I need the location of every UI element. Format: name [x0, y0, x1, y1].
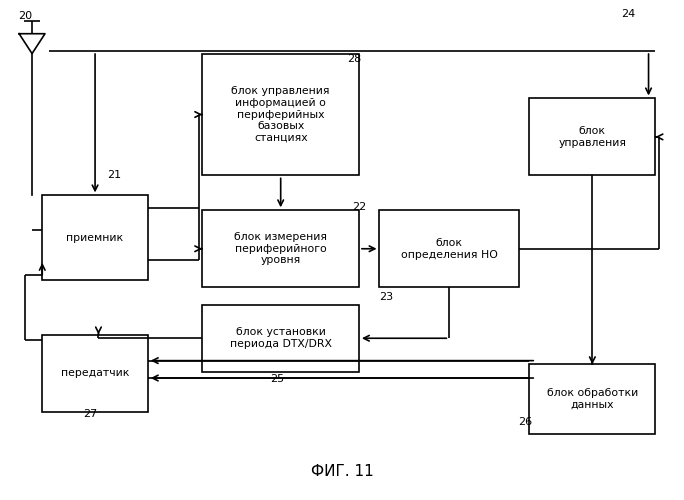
FancyBboxPatch shape: [202, 304, 359, 372]
FancyBboxPatch shape: [202, 54, 359, 176]
Text: 26: 26: [518, 416, 532, 426]
Text: 22: 22: [352, 202, 367, 211]
Text: 20: 20: [18, 11, 33, 21]
Text: 21: 21: [107, 170, 121, 180]
FancyBboxPatch shape: [42, 196, 148, 280]
Text: 23: 23: [380, 292, 393, 302]
FancyBboxPatch shape: [529, 364, 655, 434]
FancyBboxPatch shape: [529, 98, 655, 176]
Text: передатчик: передатчик: [61, 368, 129, 378]
Text: 28: 28: [347, 54, 362, 64]
Text: ФИГ. 11: ФИГ. 11: [311, 464, 373, 478]
Text: приемник: приемник: [66, 232, 124, 242]
Text: блок
управления: блок управления: [558, 126, 627, 148]
Text: 24: 24: [621, 9, 635, 19]
FancyBboxPatch shape: [202, 210, 359, 288]
Text: блок измерения
периферийного
уровня: блок измерения периферийного уровня: [234, 232, 327, 266]
FancyBboxPatch shape: [42, 334, 148, 411]
Text: блок управления
информацией о
периферийных
базовых
станциях: блок управления информацией о периферийн…: [231, 86, 330, 142]
Text: блок установки
периода DTX/DRX: блок установки периода DTX/DRX: [230, 328, 332, 349]
Text: блок
определения НО: блок определения НО: [401, 238, 498, 260]
Text: 25: 25: [270, 374, 285, 384]
Text: 27: 27: [83, 409, 97, 419]
FancyBboxPatch shape: [380, 210, 519, 288]
Text: блок обработки
данных: блок обработки данных: [547, 388, 638, 410]
